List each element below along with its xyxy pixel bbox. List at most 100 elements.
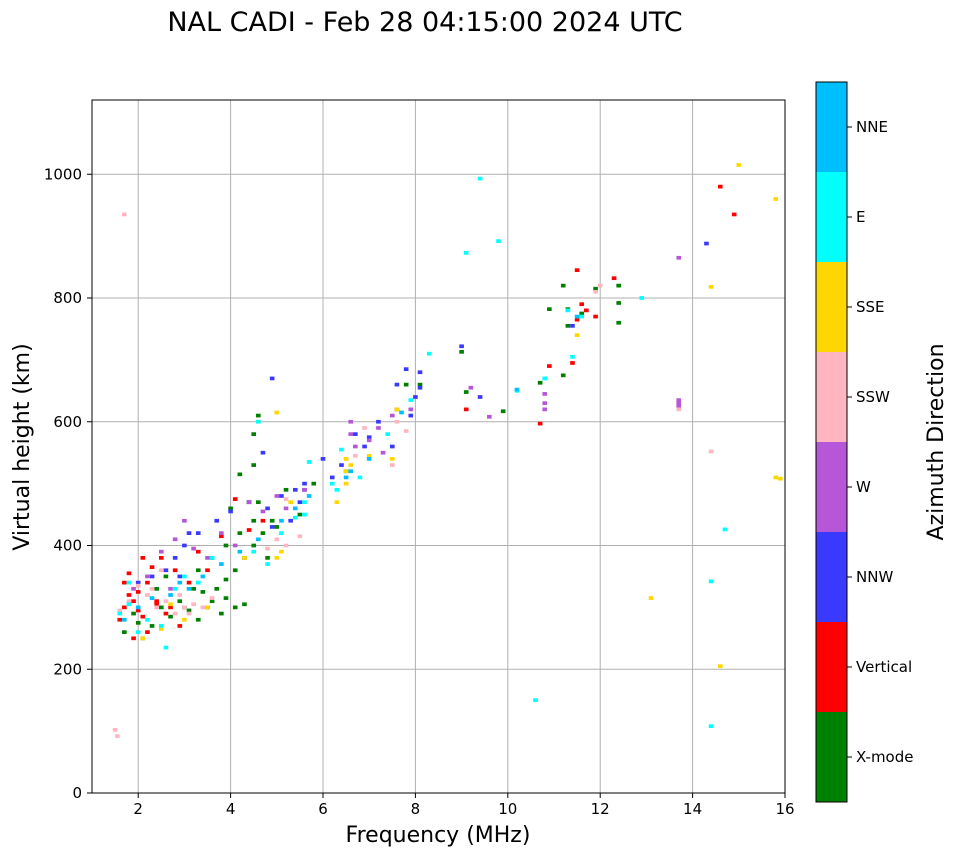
data-point (145, 630, 150, 634)
data-point (533, 698, 538, 703)
colorbar-segment-x-mode (816, 712, 847, 802)
data-point (195, 549, 201, 554)
data-point (122, 212, 127, 217)
data-point (413, 395, 418, 399)
data-point (149, 586, 155, 591)
data-point (186, 580, 192, 585)
data-point (228, 509, 233, 514)
data-point (773, 197, 779, 201)
data-point (366, 457, 372, 461)
data-point (542, 392, 548, 396)
colorbar-label: X-mode (856, 748, 913, 766)
data-point (177, 624, 183, 628)
colorbar-title: Azimuth Direction (924, 343, 949, 540)
data-point (242, 556, 247, 560)
data-point (616, 320, 621, 325)
data-point (311, 481, 317, 486)
y-tick-label: 800 (53, 289, 82, 307)
data-point (302, 500, 307, 505)
data-point (154, 605, 159, 610)
data-point (200, 605, 206, 610)
series-e (117, 176, 728, 729)
data-point (135, 590, 141, 594)
data-point (773, 475, 779, 480)
data-point (256, 537, 261, 542)
data-point (348, 463, 354, 467)
y-tick-label: 1000 (44, 165, 82, 183)
data-point (163, 645, 169, 650)
data-point (292, 506, 298, 511)
data-point (639, 296, 645, 300)
data-point (496, 239, 501, 243)
data-point (574, 268, 580, 273)
data-point (487, 414, 492, 419)
data-point (343, 469, 349, 474)
data-point (251, 543, 257, 548)
data-point (177, 580, 183, 585)
data-point (593, 289, 598, 294)
data-point (389, 413, 395, 418)
data-point (574, 314, 580, 319)
x-tick-label: 14 (683, 800, 702, 818)
data-point (186, 611, 192, 616)
data-point (145, 617, 150, 622)
data-point (131, 636, 136, 641)
data-point (140, 636, 146, 641)
data-point (117, 608, 123, 613)
data-point (232, 497, 238, 501)
data-point (537, 421, 543, 426)
data-point (172, 586, 178, 591)
data-point (232, 568, 238, 573)
data-point (195, 580, 201, 585)
data-point (122, 617, 127, 622)
data-point (297, 534, 303, 539)
data-point (343, 457, 349, 461)
colorbar-segment-nne (816, 82, 847, 172)
data-point (574, 333, 580, 337)
data-point (417, 382, 423, 387)
data-point (708, 724, 714, 729)
data-point (708, 285, 714, 289)
data-point (302, 487, 307, 492)
data-point (182, 617, 187, 622)
data-point (274, 494, 280, 498)
data-point (205, 568, 210, 573)
data-point (708, 579, 714, 584)
data-point (182, 543, 187, 548)
data-point (177, 593, 183, 597)
data-point (135, 583, 141, 588)
data-point (195, 568, 201, 573)
data-point (560, 283, 566, 288)
data-point (279, 531, 284, 535)
data-point (366, 453, 372, 458)
data-point (172, 568, 178, 573)
data-point (403, 367, 409, 372)
data-point (168, 614, 173, 619)
data-point (158, 549, 164, 554)
data-point (135, 605, 141, 610)
data-point (459, 349, 464, 354)
x-tick-label: 10 (498, 800, 517, 818)
data-point (172, 556, 178, 560)
data-point (269, 376, 275, 381)
data-point (676, 404, 682, 409)
data-point (149, 565, 155, 570)
data-point (283, 487, 289, 492)
data-point (616, 301, 621, 305)
colorbar-segment-ssw (816, 352, 847, 442)
data-point (260, 531, 266, 535)
data-point (209, 596, 215, 600)
data-point (362, 426, 367, 430)
data-point (265, 562, 270, 566)
x-tick-label: 4 (226, 800, 236, 818)
data-point (574, 317, 580, 322)
data-point (366, 435, 372, 440)
data-point (135, 580, 141, 585)
data-point (219, 534, 224, 539)
data-point (256, 419, 261, 424)
data-point (302, 481, 307, 486)
data-point (158, 605, 164, 610)
data-point (186, 586, 192, 591)
data-point (306, 494, 312, 498)
data-point (676, 255, 682, 260)
